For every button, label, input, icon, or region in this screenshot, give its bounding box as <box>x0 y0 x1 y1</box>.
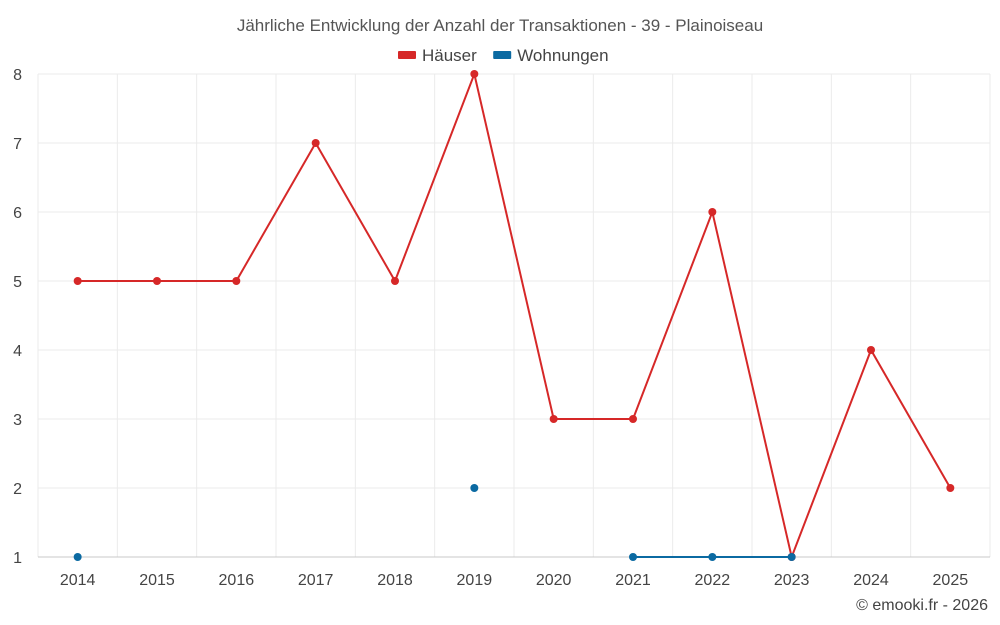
data-point[interactable] <box>73 277 82 285</box>
y-tick-label: 1 <box>13 550 22 567</box>
y-tick-label: 3 <box>13 412 22 429</box>
data-point[interactable] <box>153 277 161 285</box>
data-point[interactable] <box>232 277 241 285</box>
data-point[interactable] <box>549 415 558 423</box>
data-point[interactable] <box>629 415 637 423</box>
legend-label: Häuser <box>422 46 477 65</box>
y-tick-label: 7 <box>13 136 22 153</box>
y-tick-label: 4 <box>13 343 22 360</box>
x-tick-label: 2019 <box>457 572 493 589</box>
data-point[interactable] <box>470 70 479 78</box>
y-tick-label: 8 <box>13 67 22 84</box>
data-point[interactable] <box>867 346 875 354</box>
data-point[interactable] <box>946 484 955 492</box>
legend-swatch <box>493 51 512 59</box>
legend-item[interactable]: Wohnungen <box>493 46 609 65</box>
x-tick-label: 2016 <box>219 572 255 589</box>
legend-label: Wohnungen <box>517 46 608 65</box>
x-tick-label: 2020 <box>536 572 572 589</box>
data-point[interactable] <box>311 139 320 147</box>
credit-text: © emooki.fr - 2026 <box>856 597 988 614</box>
data-point[interactable] <box>708 553 717 561</box>
series-layer <box>73 70 955 561</box>
x-axis: 2014 2015 2016 2017 2018 2019 2020 2021 2022 2023… <box>60 572 968 589</box>
chart-title: Jährliche Entwicklung der Anzahl der Tra… <box>237 16 763 35</box>
x-tick-label: 2015 <box>139 572 175 589</box>
grid <box>37 73 991 558</box>
legend-item[interactable]: Häuser <box>398 46 477 65</box>
x-tick-label: 2023 <box>774 572 810 589</box>
series-line <box>77 70 952 561</box>
y-axis: 1 2 3 4 5 6 7 8 <box>13 67 22 567</box>
x-tick-label: 2014 <box>60 572 96 589</box>
x-tick-label: 2018 <box>377 572 413 589</box>
y-tick-label: 5 <box>13 274 22 291</box>
data-point[interactable] <box>787 553 796 561</box>
data-point[interactable] <box>73 553 82 561</box>
data-point[interactable] <box>470 484 479 492</box>
x-tick-label: 2024 <box>853 572 889 589</box>
x-tick-label: 2017 <box>298 572 334 589</box>
y-tick-label: 6 <box>13 205 22 222</box>
x-tick-label: 2021 <box>615 572 651 589</box>
x-tick-label: 2022 <box>695 572 731 589</box>
legend-swatch <box>398 51 416 59</box>
y-tick-label: 2 <box>13 481 22 498</box>
data-point[interactable] <box>391 277 399 285</box>
series-2 <box>73 484 796 561</box>
data-point[interactable] <box>708 208 717 216</box>
data-point[interactable] <box>629 553 637 561</box>
legend: Häuser Wohnungen <box>398 46 609 65</box>
x-tick-label: 2025 <box>933 572 969 589</box>
